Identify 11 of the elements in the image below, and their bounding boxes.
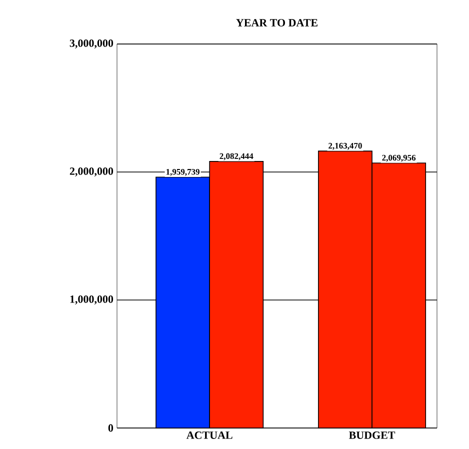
data-label: 2,069,956 bbox=[382, 154, 416, 162]
data-label: 2,163,470 bbox=[328, 142, 362, 150]
x-tick-label: ACTUAL bbox=[186, 432, 232, 439]
x-tick-label: BUDGET bbox=[348, 432, 396, 439]
y-tick-label: 1,000,000 bbox=[70, 295, 114, 305]
data-label: 2,082,444 bbox=[220, 153, 254, 160]
y-tick-label: 2,000,000 bbox=[70, 167, 114, 177]
y-tick-label: 0 bbox=[108, 424, 114, 432]
y-tick-label: 3,000,000 bbox=[70, 39, 114, 49]
chart-title: YEAR TO DATE bbox=[236, 19, 318, 26]
data-label: 1,959,739 bbox=[166, 168, 200, 176]
